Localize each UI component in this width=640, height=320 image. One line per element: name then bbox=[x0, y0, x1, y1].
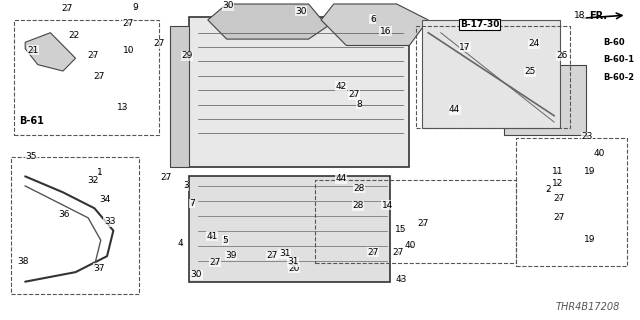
Text: 6: 6 bbox=[370, 15, 376, 24]
Text: 28: 28 bbox=[353, 184, 365, 193]
Text: 27: 27 bbox=[553, 194, 564, 203]
Bar bbox=[12, 157, 138, 294]
Text: 37: 37 bbox=[93, 264, 104, 273]
Text: 10: 10 bbox=[124, 46, 135, 55]
Text: 27: 27 bbox=[392, 248, 404, 257]
Polygon shape bbox=[321, 4, 428, 45]
Text: 32: 32 bbox=[87, 176, 99, 185]
Text: 11: 11 bbox=[552, 167, 563, 176]
Text: 35: 35 bbox=[26, 152, 37, 161]
Text: 27: 27 bbox=[93, 72, 104, 81]
Text: 27: 27 bbox=[154, 39, 165, 48]
Text: 25: 25 bbox=[525, 67, 536, 76]
Polygon shape bbox=[208, 4, 328, 39]
Polygon shape bbox=[504, 65, 586, 135]
Text: 36: 36 bbox=[58, 210, 70, 219]
Text: 28: 28 bbox=[352, 201, 364, 210]
Text: 27: 27 bbox=[210, 258, 221, 267]
Text: 1: 1 bbox=[97, 168, 102, 177]
Text: 4: 4 bbox=[178, 239, 184, 248]
Text: 17: 17 bbox=[459, 43, 470, 52]
Text: 2: 2 bbox=[545, 185, 550, 194]
Text: 33: 33 bbox=[104, 217, 115, 226]
Text: 27: 27 bbox=[160, 173, 172, 182]
Text: 21: 21 bbox=[27, 46, 38, 55]
Text: 23: 23 bbox=[581, 132, 593, 141]
Text: 16: 16 bbox=[380, 27, 391, 36]
Text: 30: 30 bbox=[295, 6, 307, 15]
Text: 27: 27 bbox=[61, 4, 73, 13]
Text: 43: 43 bbox=[396, 275, 407, 284]
Bar bbox=[14, 20, 159, 135]
Text: 40: 40 bbox=[405, 242, 416, 251]
Text: 31: 31 bbox=[287, 257, 299, 267]
Text: 19: 19 bbox=[584, 235, 596, 244]
Text: 8: 8 bbox=[356, 100, 362, 109]
Text: 27: 27 bbox=[367, 248, 378, 257]
Text: 18: 18 bbox=[573, 11, 585, 20]
Text: 22: 22 bbox=[68, 31, 79, 40]
Text: 27: 27 bbox=[88, 51, 99, 60]
Text: 39: 39 bbox=[225, 251, 237, 260]
Text: 19: 19 bbox=[584, 167, 596, 176]
Text: B-60-2: B-60-2 bbox=[604, 73, 634, 82]
Text: 5: 5 bbox=[223, 236, 228, 245]
Text: B-17-30: B-17-30 bbox=[460, 20, 499, 29]
Polygon shape bbox=[25, 33, 76, 71]
Text: 30: 30 bbox=[222, 1, 234, 10]
Text: 12: 12 bbox=[552, 179, 563, 188]
Text: 29: 29 bbox=[181, 51, 193, 60]
Text: 26: 26 bbox=[556, 51, 568, 60]
Text: 34: 34 bbox=[99, 195, 111, 204]
Text: 44: 44 bbox=[449, 106, 460, 115]
Text: 27: 27 bbox=[122, 19, 134, 28]
Text: 30: 30 bbox=[191, 270, 202, 279]
Text: 40: 40 bbox=[594, 149, 605, 158]
Text: B-61: B-61 bbox=[19, 116, 44, 126]
Text: 27: 27 bbox=[553, 213, 564, 222]
Text: 15: 15 bbox=[396, 225, 407, 234]
Text: 27: 27 bbox=[417, 219, 429, 228]
Text: 44: 44 bbox=[335, 174, 347, 183]
Polygon shape bbox=[189, 17, 410, 167]
Text: 27: 27 bbox=[266, 251, 278, 260]
Text: 14: 14 bbox=[381, 201, 393, 210]
Text: B-60-1: B-60-1 bbox=[604, 55, 634, 64]
Polygon shape bbox=[422, 20, 561, 129]
Bar bbox=[415, 26, 570, 129]
Text: 24: 24 bbox=[529, 39, 540, 48]
Text: 31: 31 bbox=[279, 249, 291, 258]
Text: B-60: B-60 bbox=[604, 38, 625, 47]
Text: 3: 3 bbox=[183, 181, 189, 190]
Bar bbox=[516, 138, 627, 266]
Bar bbox=[315, 180, 516, 262]
Text: 20: 20 bbox=[289, 264, 300, 273]
Text: 38: 38 bbox=[17, 257, 29, 267]
Text: 41: 41 bbox=[207, 232, 218, 241]
Text: FR.: FR. bbox=[589, 11, 607, 21]
Text: 42: 42 bbox=[335, 82, 347, 91]
Polygon shape bbox=[189, 176, 390, 282]
Text: THR4B17208: THR4B17208 bbox=[556, 302, 620, 312]
Text: 13: 13 bbox=[117, 103, 129, 112]
Text: 7: 7 bbox=[189, 199, 195, 208]
Text: 9: 9 bbox=[132, 3, 138, 12]
Text: 27: 27 bbox=[348, 91, 360, 100]
Polygon shape bbox=[170, 26, 189, 167]
